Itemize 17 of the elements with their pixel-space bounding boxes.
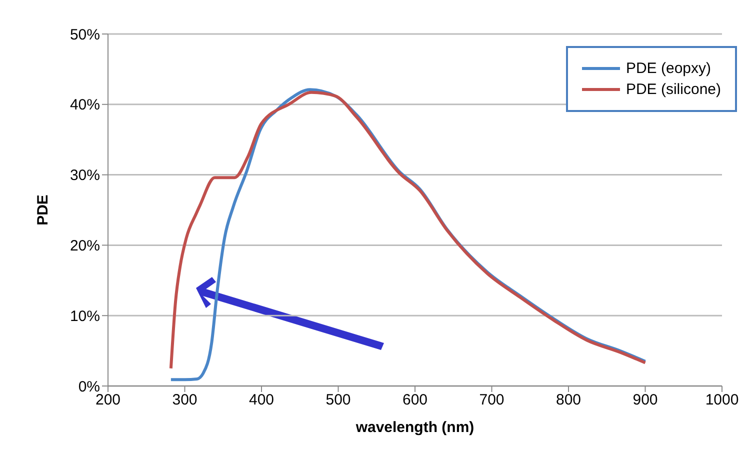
y-tick-label: 20% — [70, 238, 100, 255]
y-tick-label: 50% — [70, 26, 100, 44]
x-tick-label: 600 — [402, 392, 428, 409]
x-tick-label: 400 — [248, 392, 274, 409]
y-tick-label: 10% — [70, 308, 100, 325]
x-tick-label: 800 — [556, 392, 582, 409]
x-tick-label: 1000 — [705, 392, 739, 409]
x-axis-title: wavelength (nm) — [354, 419, 474, 436]
x-tick-label: 700 — [479, 392, 504, 409]
x-tick-label: 300 — [172, 392, 198, 409]
y-axis-title: PDE — [34, 194, 52, 226]
x-tick-label: 500 — [326, 392, 351, 409]
y-tick-label: 40% — [70, 96, 100, 114]
x-tick-label: 900 — [632, 392, 658, 409]
legend-label: PDE (silicone) — [626, 81, 721, 98]
legend-label: PDE (eopxy) — [626, 60, 711, 77]
y-tick-label: 30% — [70, 167, 100, 184]
